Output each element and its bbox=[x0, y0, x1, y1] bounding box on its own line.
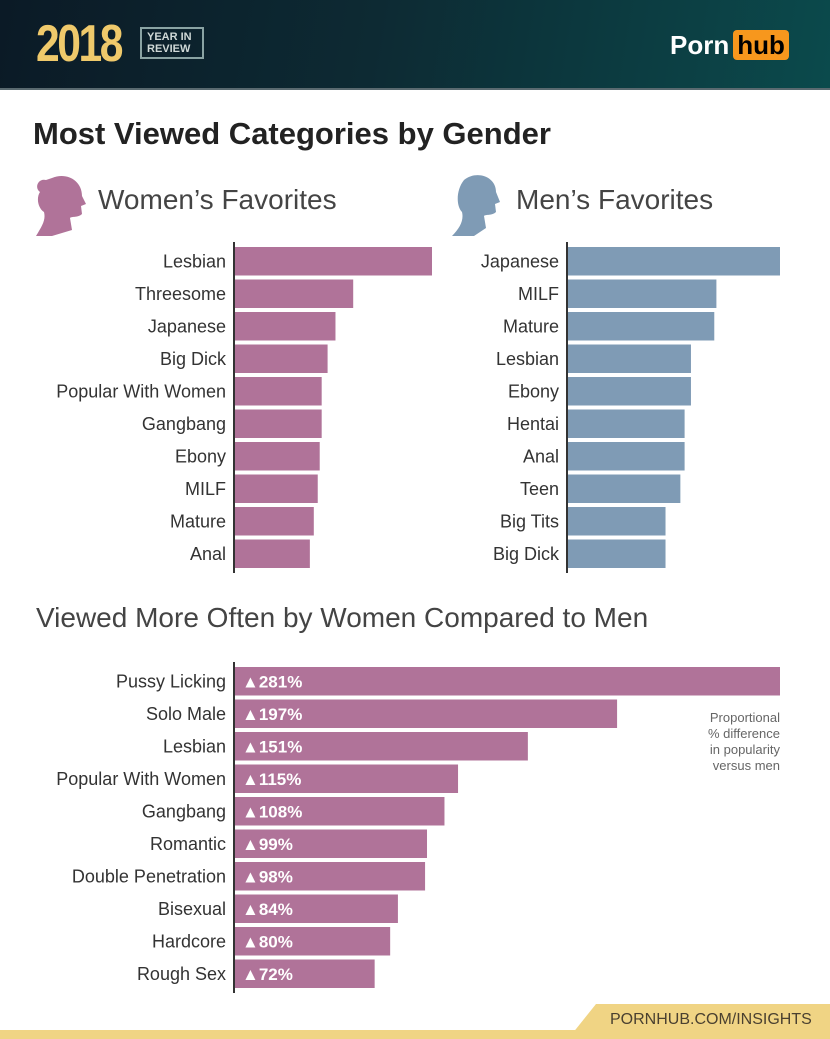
bar bbox=[235, 409, 322, 438]
bar bbox=[235, 344, 328, 373]
man-silhouette-icon bbox=[452, 175, 500, 236]
category-label: Threesome bbox=[135, 284, 226, 304]
category-label: Anal bbox=[523, 446, 559, 466]
category-label: Bisexual bbox=[158, 899, 226, 919]
category-label: Lesbian bbox=[163, 736, 226, 756]
bar bbox=[235, 927, 391, 956]
data-label: ▲99% bbox=[242, 835, 293, 854]
data-label: ▲115% bbox=[242, 770, 301, 789]
category-label: MILF bbox=[185, 479, 226, 499]
category-label: Ebony bbox=[175, 446, 226, 466]
bar bbox=[235, 894, 398, 923]
bar bbox=[235, 862, 426, 891]
category-label: Anal bbox=[190, 544, 226, 564]
category-label: Hentai bbox=[507, 414, 559, 434]
bar bbox=[235, 732, 528, 761]
category-label: Big Dick bbox=[493, 544, 560, 564]
bar bbox=[235, 312, 336, 341]
bar bbox=[235, 539, 310, 568]
woman-silhouette-icon bbox=[36, 176, 86, 236]
category-label: Mature bbox=[170, 511, 226, 531]
category-label: Popular With Women bbox=[56, 769, 226, 789]
chart-annotation: Proportional % difference in popularity … bbox=[650, 710, 780, 774]
category-label: Big Dick bbox=[160, 349, 227, 369]
men-favorites-heading: Men’s Favorites bbox=[516, 184, 714, 215]
bar bbox=[235, 667, 780, 696]
category-label: Japanese bbox=[481, 251, 559, 271]
bar bbox=[568, 279, 717, 308]
year-in-review-badge: YEAR IN REVIEW bbox=[140, 27, 204, 59]
data-label: ▲80% bbox=[242, 932, 293, 951]
logo-hub: hub bbox=[733, 30, 789, 60]
bar bbox=[235, 442, 320, 471]
category-label: Pussy Licking bbox=[116, 671, 226, 691]
category-label: Japanese bbox=[148, 316, 226, 336]
category-label: Romantic bbox=[150, 834, 226, 854]
category-label: Hardcore bbox=[152, 931, 226, 951]
footer-tab bbox=[572, 1004, 830, 1034]
bar bbox=[568, 507, 666, 536]
bar bbox=[568, 539, 666, 568]
brand-logo: Porn hub bbox=[670, 30, 789, 61]
category-label: Solo Male bbox=[146, 704, 226, 724]
bar bbox=[568, 409, 685, 438]
annotation-line: Proportional bbox=[709, 710, 780, 725]
annotation-line: % difference bbox=[707, 726, 780, 741]
category-label: MILF bbox=[518, 284, 559, 304]
bar bbox=[568, 474, 681, 503]
bar bbox=[235, 474, 318, 503]
bar bbox=[568, 312, 715, 341]
badge-line: YEAR IN bbox=[147, 31, 192, 43]
bar bbox=[568, 442, 685, 471]
footer-band bbox=[0, 1030, 830, 1039]
data-label: ▲72% bbox=[242, 965, 293, 984]
category-label: Gangbang bbox=[142, 801, 226, 821]
category-label: Rough Sex bbox=[137, 964, 226, 984]
data-label: ▲98% bbox=[242, 867, 293, 886]
data-label: ▲281% bbox=[242, 672, 302, 691]
data-label: ▲197% bbox=[242, 705, 302, 724]
bar bbox=[235, 959, 375, 988]
badge-line: REVIEW bbox=[147, 43, 191, 55]
bar bbox=[568, 247, 780, 276]
footer-link[interactable]: PORNHUB.COM/INSIGHTS bbox=[610, 1011, 812, 1028]
bar bbox=[235, 797, 445, 826]
bar bbox=[235, 699, 618, 728]
bar bbox=[235, 507, 314, 536]
year-logo: 2018 bbox=[36, 15, 123, 73]
category-label: Lesbian bbox=[163, 251, 226, 271]
category-label: Big Tits bbox=[500, 511, 559, 531]
category-label: Ebony bbox=[508, 381, 559, 401]
category-label: Mature bbox=[503, 316, 559, 336]
header-banner: 2018 YEAR IN REVIEW Porn hub bbox=[0, 0, 830, 90]
comparison-heading: Viewed More Often by Women Compared to M… bbox=[36, 602, 649, 633]
annotation-line: in popularity bbox=[709, 742, 780, 757]
category-label: Lesbian bbox=[496, 349, 559, 369]
bar bbox=[235, 279, 354, 308]
page-title: Most Viewed Categories by Gender bbox=[33, 116, 551, 151]
category-label: Teen bbox=[520, 479, 559, 499]
data-label: ▲151% bbox=[242, 737, 302, 756]
data-label: ▲84% bbox=[242, 900, 293, 919]
annotation-line: versus men bbox=[712, 758, 780, 773]
category-label: Popular With Women bbox=[56, 381, 226, 401]
bar bbox=[235, 247, 432, 276]
category-label: Double Penetration bbox=[72, 866, 226, 886]
women-favorites-heading: Women’s Favorites bbox=[98, 184, 337, 215]
logo-text: Porn bbox=[670, 30, 730, 60]
category-label: Gangbang bbox=[142, 414, 226, 434]
bar bbox=[568, 377, 691, 406]
bar bbox=[568, 344, 691, 373]
bar bbox=[235, 764, 459, 793]
bar bbox=[235, 377, 322, 406]
data-label: ▲108% bbox=[242, 802, 302, 821]
bar bbox=[235, 829, 428, 858]
